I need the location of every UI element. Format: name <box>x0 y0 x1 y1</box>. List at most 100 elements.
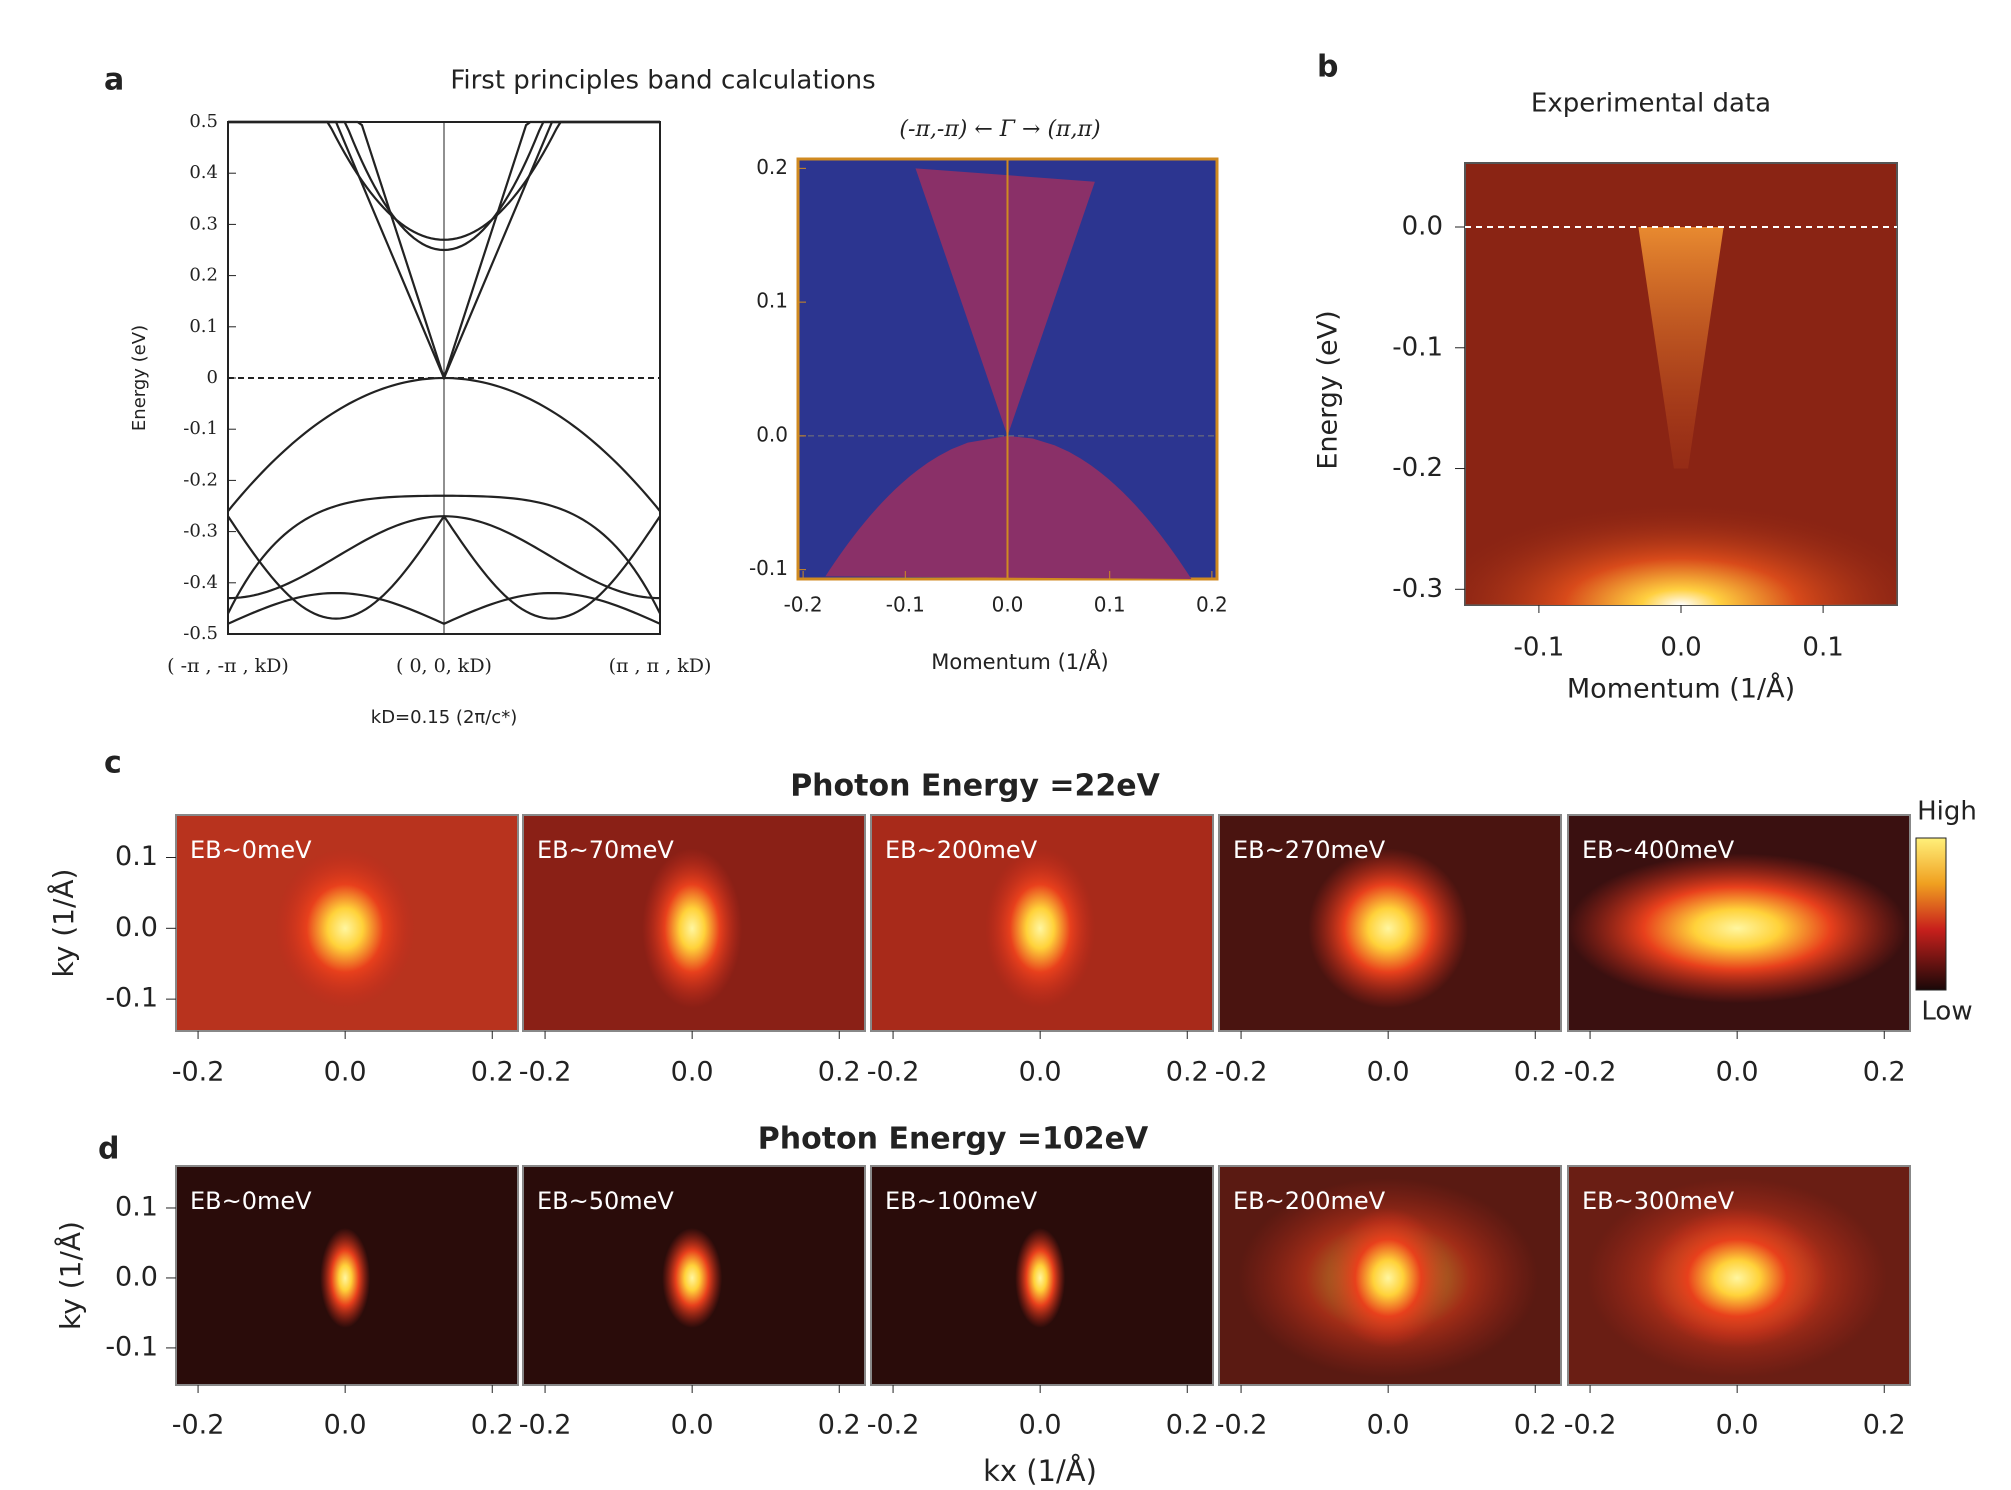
x-label: Momentum (1/Å) <box>931 648 1109 674</box>
y-tick-label: 0.3 <box>189 213 218 234</box>
spot <box>642 848 743 1009</box>
cone <box>1638 227 1724 469</box>
y-tick-label: -0.1 <box>1392 332 1443 362</box>
x-tick-label: 0.1 <box>1802 633 1843 663</box>
y-label: Energy (eV) <box>1313 310 1344 469</box>
y-tick-label: 0.1 <box>115 841 158 872</box>
x-tick-label: 0.2 <box>1514 1057 1557 1088</box>
x-tick-label: 0.2 <box>471 1057 514 1088</box>
y-tick-label: 0.0 <box>115 1261 158 1292</box>
panel-condition: EB~50meV <box>537 1187 674 1215</box>
y-tick-label: 0.1 <box>115 1191 158 1222</box>
y-tick-label: -0.1 <box>749 556 788 580</box>
x-tick-label: 0.0 <box>1367 1057 1410 1088</box>
x-tick-label: 0.1 <box>1094 593 1126 617</box>
title: Photon Energy =22eV <box>790 769 1160 804</box>
x-tick-label: 0.2 <box>1514 1410 1557 1441</box>
spot <box>1647 1207 1828 1348</box>
title: First principles band calculations <box>450 66 875 96</box>
panel-condition: EB~200meV <box>885 836 1038 864</box>
x-tick-label: 0.0 <box>992 593 1024 617</box>
y-tick-label: -0.1 <box>183 418 218 439</box>
x-tick-label: -0.2 <box>172 1410 225 1441</box>
colorbar <box>1915 837 1947 991</box>
x-tick-label: 0.0 <box>1716 1057 1759 1088</box>
spot <box>1015 1227 1066 1328</box>
x-tick-label: -0.2 <box>867 1057 920 1088</box>
x-tick-label: 0.0 <box>1716 1410 1759 1441</box>
spot <box>1308 848 1469 1009</box>
panel-condition: EB~300meV <box>1582 1187 1735 1215</box>
x-label: kx (1/Å) <box>983 1454 1097 1488</box>
y-tick-label: 0 <box>207 367 218 388</box>
title: Photon Energy =102eV <box>758 1122 1149 1157</box>
x-tick-label: 0.2 <box>1863 1410 1906 1441</box>
x-tick-label: -0.2 <box>1215 1057 1268 1088</box>
y-tick-label: 0.0 <box>1402 212 1443 242</box>
glow <box>1465 432 1897 605</box>
x-tick-label: 0.0 <box>324 1410 367 1441</box>
x-tick-label: 0.2 <box>818 1410 861 1441</box>
x-tick-label: 0.0 <box>1367 1410 1410 1441</box>
panel-label: d <box>98 1132 119 1167</box>
panel-condition: EB~0meV <box>190 1187 312 1215</box>
panel-condition: EB~0meV <box>190 836 312 864</box>
colorbar-label: Low <box>1921 997 1972 1027</box>
y-label: ky (1/Å) <box>46 869 80 978</box>
y-tick-label: -0.3 <box>183 521 218 542</box>
x-tick-label: 0.0 <box>1019 1410 1062 1441</box>
title: Experimental data <box>1531 89 1771 119</box>
x-tick-label: 0.2 <box>818 1057 861 1088</box>
y-tick-label: 0.1 <box>756 289 788 313</box>
x-tick-label: 0.2 <box>1196 593 1228 617</box>
panel-label: c <box>104 746 122 781</box>
y-label: ky (1/Å) <box>53 1221 87 1330</box>
spot <box>1328 1207 1449 1348</box>
x-tick-label: 0.2 <box>471 1410 514 1441</box>
panel-condition: EB~100meV <box>885 1187 1038 1215</box>
y-tick-label: 0.2 <box>189 265 218 286</box>
y-tick-label: -0.1 <box>105 983 158 1014</box>
x-tick-label: -0.2 <box>867 1410 920 1441</box>
conduction-region <box>915 168 1095 436</box>
panel-condition: EB~70meV <box>537 836 674 864</box>
y-tick-label: 0.0 <box>115 912 158 943</box>
x-tick-label: -0.2 <box>1564 1057 1617 1088</box>
y-tick-label: -0.4 <box>183 572 218 593</box>
x-tick-label: -0.2 <box>172 1057 225 1088</box>
spot <box>985 848 1096 1009</box>
band <box>228 120 660 382</box>
x-tick-label: -0.1 <box>886 593 925 617</box>
spot <box>275 848 416 1009</box>
x-tick-label: 0.0 <box>671 1410 714 1441</box>
y-tick-label: 0.2 <box>756 155 788 179</box>
x-label: Momentum (1/Å) <box>1567 673 1795 705</box>
x-tick-label: -0.1 <box>1514 633 1565 663</box>
panel-label: b <box>1317 50 1338 85</box>
x-category: (π , π , kD) <box>609 655 712 677</box>
y-tick-label: -0.2 <box>183 469 218 490</box>
band <box>227 514 661 620</box>
x-tick-label: -0.2 <box>519 1057 572 1088</box>
y-tick-label: 0.0 <box>756 422 788 446</box>
spot <box>662 1227 723 1328</box>
spot <box>1567 853 1908 1004</box>
panel-label: a <box>104 63 124 98</box>
y-tick-label: -0.5 <box>183 623 218 644</box>
title: (-π,-π) ← Γ → (π,π) <box>899 117 1100 142</box>
x-tick-label: -0.2 <box>1215 1410 1268 1441</box>
x-tick-label: -0.2 <box>1564 1410 1617 1441</box>
panel-condition: EB~200meV <box>1233 1187 1386 1215</box>
y-tick-label: -0.2 <box>1392 453 1443 483</box>
y-tick-label: 0.1 <box>189 316 218 337</box>
x-tick-label: 0.0 <box>1660 633 1701 663</box>
x-tick-label: 0.2 <box>1166 1410 1209 1441</box>
x-tick-label: 0.2 <box>1166 1057 1209 1088</box>
y-tick-label: 0.4 <box>189 162 218 183</box>
x-tick-label: -0.2 <box>519 1410 572 1441</box>
colorbar-label: High <box>1917 797 1977 827</box>
x-tick-label: 0.0 <box>324 1057 367 1088</box>
band <box>227 591 661 625</box>
x-tick-label: 0.0 <box>1019 1057 1062 1088</box>
